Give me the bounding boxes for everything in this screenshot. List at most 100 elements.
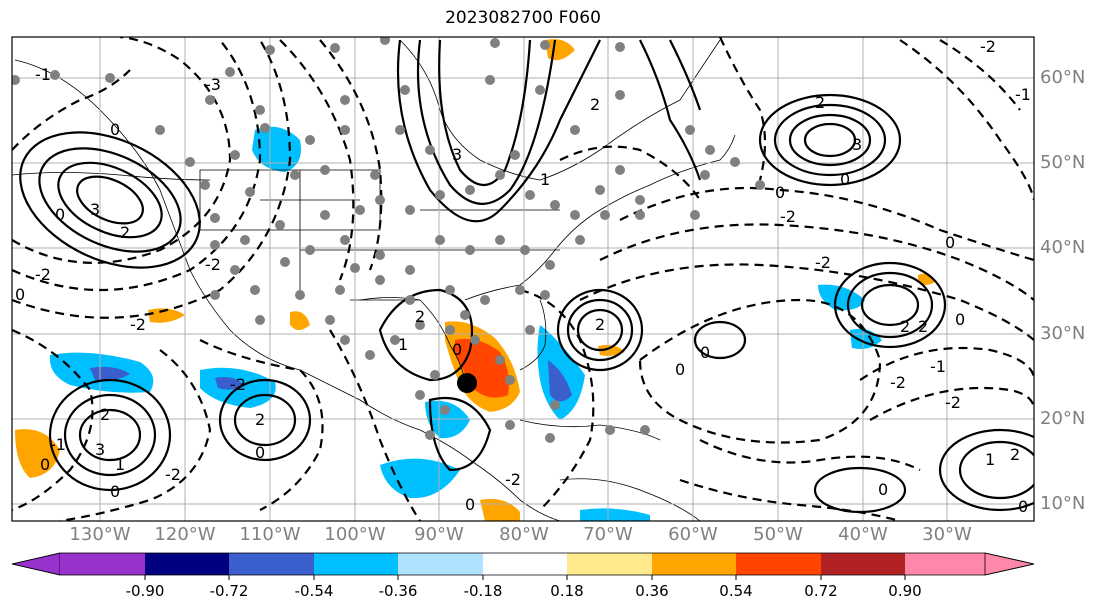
colorbar-segment xyxy=(905,553,985,575)
contour-label: 2 xyxy=(255,410,265,429)
contour-label: -3 xyxy=(205,75,221,94)
contour-label: 0 xyxy=(775,183,785,202)
contour-labels: 3 2 0 -3 3 1 2 3 2 0 0 -2 -1 -2 -1 0 -2 … xyxy=(15,37,1031,516)
contour-label: 0 xyxy=(840,170,850,189)
contour-label: 0 xyxy=(955,310,965,329)
contour-label: -2 xyxy=(780,207,796,226)
lat-label: 50°N xyxy=(1040,152,1086,173)
lon-label: 110°W xyxy=(239,524,301,545)
lat-label: 40°N xyxy=(1040,237,1086,258)
contour-label: -2 xyxy=(130,315,146,334)
contour-label: 0 xyxy=(110,482,120,501)
contour-label: 0 xyxy=(465,495,475,514)
contour-label: 2 xyxy=(918,317,928,336)
contour-label: -2 xyxy=(890,373,906,392)
contour-label: -1 xyxy=(1015,85,1031,104)
contour-label: -2 xyxy=(230,375,246,394)
station-markers xyxy=(12,37,765,443)
blue-shade-atlantic-east xyxy=(818,284,865,311)
orange-shade-mexico xyxy=(290,311,310,330)
map-frame xyxy=(11,36,1035,522)
colorbar-tick-label: 0.18 xyxy=(550,582,584,600)
contour-label: 2 xyxy=(415,307,425,326)
contour-label: 1 xyxy=(398,335,408,354)
contour-label: 0 xyxy=(110,120,120,139)
colorbar-segment xyxy=(398,553,483,575)
lat-label: 20°N xyxy=(1040,408,1086,429)
contour-label: 0 xyxy=(40,455,50,474)
lat-label: 10°N xyxy=(1040,493,1086,514)
colorbar-tick-label: 0.90 xyxy=(888,582,922,600)
contour-label: 0 xyxy=(452,340,462,359)
contour-label: 0 xyxy=(255,443,265,462)
orange-shade-greenland xyxy=(545,39,575,61)
contour-label: -2 xyxy=(35,265,51,284)
contour-label: 0 xyxy=(15,285,25,304)
negative-contours xyxy=(12,37,1034,521)
colorbar-segment xyxy=(567,553,652,575)
colorbar-tick-label: -0.18 xyxy=(463,582,503,600)
colorbar-segment xyxy=(483,553,567,575)
lat-label: 30°N xyxy=(1040,323,1086,344)
lon-label: 70°W xyxy=(583,524,633,545)
contour-label: 0 xyxy=(55,205,65,224)
contour-label: -2 xyxy=(505,470,521,489)
contour-label: 0 xyxy=(675,360,685,379)
contour-label: -2 xyxy=(945,393,961,412)
contour-label: -2 xyxy=(815,253,831,272)
blue-shade-central-america xyxy=(380,458,460,499)
colorbar-min-extend xyxy=(11,552,61,576)
contour-label: 3 xyxy=(852,135,862,154)
lon-label: 50°W xyxy=(753,524,803,545)
colorbar xyxy=(11,552,1035,580)
contour-label: 3 xyxy=(90,200,100,219)
blue-shade-hudson xyxy=(252,126,301,172)
contour-label: 2 xyxy=(900,317,910,336)
contour-label: 2 xyxy=(590,95,600,114)
lon-label: 130°W xyxy=(69,524,131,545)
colorbar-segment xyxy=(314,553,398,575)
contour-label: 2 xyxy=(1010,445,1020,464)
contour-label: 0 xyxy=(700,343,710,362)
colorbar-tick-label: -0.90 xyxy=(125,582,165,600)
lon-label: 60°W xyxy=(668,524,718,545)
contour-label: -2 xyxy=(205,255,221,274)
lon-label: 90°W xyxy=(414,524,464,545)
orange-shade-atlantic xyxy=(598,344,625,356)
lon-label: 100°W xyxy=(324,524,386,545)
colorbar-tick-label: -0.36 xyxy=(378,582,418,600)
contour-label: 2 xyxy=(595,315,605,334)
contour-label: 1 xyxy=(985,450,995,469)
contour-label: -2 xyxy=(980,37,996,56)
coastlines xyxy=(12,39,736,521)
colorbar-max-extend xyxy=(984,552,1035,576)
contour-label: 2 xyxy=(120,223,130,242)
lon-label: 30°W xyxy=(922,524,972,545)
orange-shade-baja xyxy=(148,308,185,323)
contour-label: 0 xyxy=(945,233,955,252)
colorbar-tick-label: -0.54 xyxy=(294,582,334,600)
contour-label: -1 xyxy=(930,357,946,376)
colorbar-segment xyxy=(145,553,229,575)
contour-label: 2 xyxy=(815,93,825,112)
contour-label: 2 xyxy=(100,405,110,424)
storm-center-marker xyxy=(457,373,477,393)
lat-label: 60°N xyxy=(1040,67,1086,88)
colorbar-segment xyxy=(229,553,314,575)
lon-label: 120°W xyxy=(154,524,216,545)
darkblue-shade-bahamas xyxy=(548,360,572,402)
darkblue-shade-mexico xyxy=(215,377,245,390)
contour-label: 0 xyxy=(878,480,888,499)
contour-label: 3 xyxy=(95,440,105,459)
blue-shade-bahamas xyxy=(537,325,585,420)
colorbar-tick-label: 0.54 xyxy=(719,582,753,600)
orange-shade-panama xyxy=(480,498,520,521)
colorbar-segment xyxy=(652,553,736,575)
colorbar-segment xyxy=(736,553,821,575)
contour-label: -1 xyxy=(50,435,66,454)
map-title: 2023082700 F060 xyxy=(445,8,601,28)
contour-label: 0 xyxy=(1018,497,1028,516)
contour-label: 3 xyxy=(452,145,462,164)
lon-label: 80°W xyxy=(499,524,549,545)
